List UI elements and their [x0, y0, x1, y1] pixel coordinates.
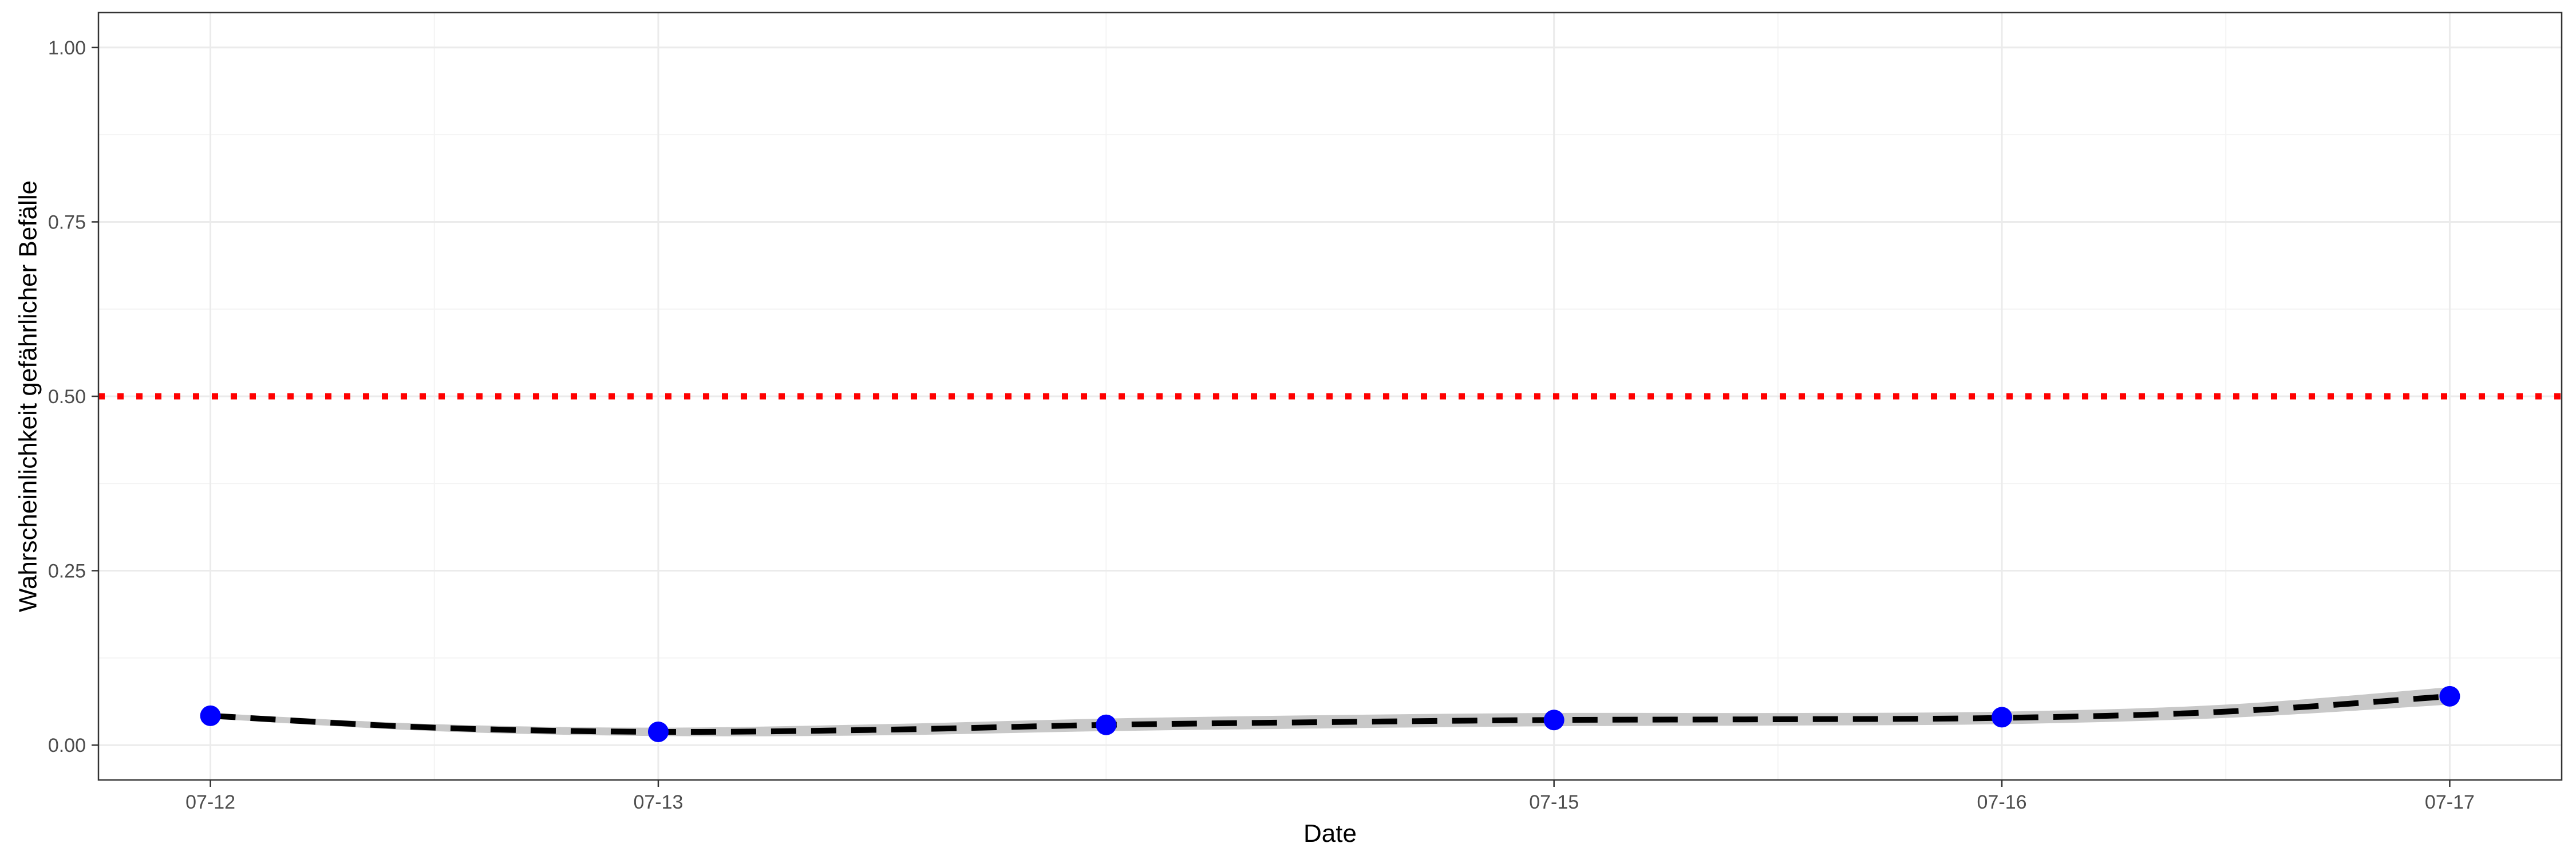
- data-point: [1992, 707, 2012, 727]
- data-point: [200, 706, 221, 726]
- x-tick-label: 07-16: [1977, 791, 2027, 813]
- y-tick-label: 0.25: [48, 561, 86, 582]
- y-tick-label: 0.00: [48, 735, 86, 756]
- data-point: [2439, 686, 2460, 707]
- data-point: [648, 722, 669, 742]
- x-tick-label: 07-12: [185, 791, 235, 813]
- y-tick-label: 0.50: [48, 386, 86, 408]
- y-axis: 0.00 0.25 0.50 0.75 1.00: [48, 37, 98, 756]
- y-tick-label: 1.00: [48, 37, 86, 59]
- data-point: [1096, 715, 1116, 735]
- x-axis-title: Date: [1303, 819, 1357, 848]
- x-tick-label: 07-13: [633, 791, 683, 813]
- data-point: [1544, 710, 1564, 730]
- x-axis: 07-12 07-13 07-15 07-16 07-17: [185, 780, 2475, 813]
- y-tick-label: 0.75: [48, 211, 86, 233]
- y-axis-title: Wahrscheinlichkeit gefährlicher Befälle: [14, 180, 42, 612]
- x-tick-label: 07-15: [1529, 791, 1579, 813]
- x-tick-label: 07-17: [2425, 791, 2475, 813]
